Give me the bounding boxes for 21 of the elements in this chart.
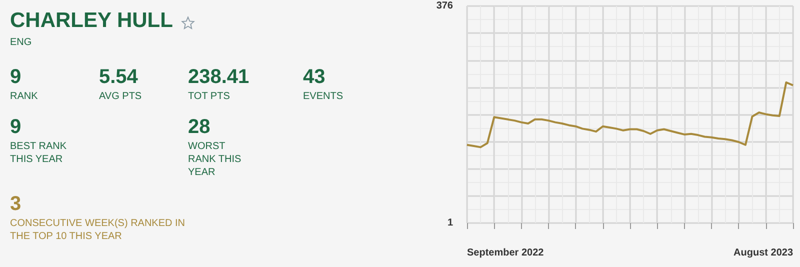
text: AVG PTS: [99, 90, 143, 103]
text: 9: [10, 116, 22, 139]
text: ENG: [10, 37, 32, 48]
text: 3: [10, 193, 22, 216]
text: EVENTS: [303, 90, 344, 103]
text: BEST RANK THIS YEAR: [10, 140, 68, 166]
text: 28: [188, 116, 210, 139]
text: CONSECUTIVE WEEK(S) RANKED IN THE TOP 10 THIS YEAR: [10, 217, 186, 243]
text: RANK: [10, 90, 39, 103]
text: TOT PTS: [188, 90, 231, 103]
y-tick-label: 1: [447, 218, 454, 228]
line-series: [466, 81, 794, 148]
y-tick-label: 376: [436, 0, 454, 12]
text: 9: [10, 66, 22, 89]
text: 238.41: [188, 66, 250, 89]
text: August 2023: [734, 248, 794, 258]
text: CHARLEY HULL: [10, 9, 173, 33]
text: September 2022: [467, 248, 544, 258]
text: 5.54: [99, 66, 138, 89]
text: WORST RANK THIS YEAR: [188, 140, 242, 179]
text: 43: [303, 66, 326, 89]
